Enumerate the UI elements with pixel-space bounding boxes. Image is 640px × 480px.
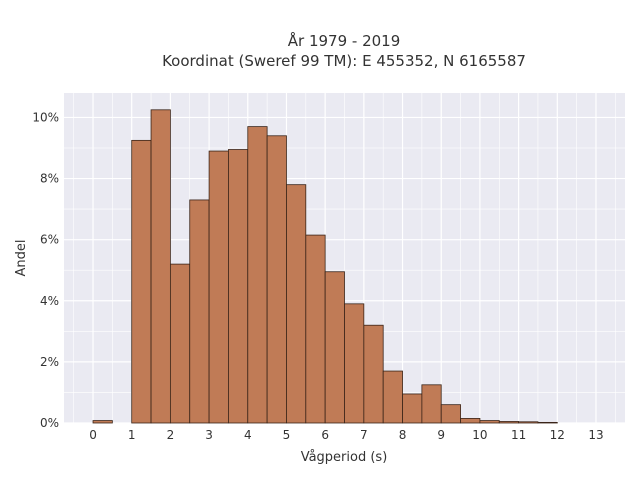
histogram-bar xyxy=(266,135,287,424)
histogram-bar xyxy=(382,370,403,424)
x-tick-label: 5 xyxy=(283,428,291,442)
histogram-bar xyxy=(131,139,152,424)
histogram-bar xyxy=(228,149,249,424)
x-tick-label: 2 xyxy=(167,428,175,442)
tick-labels: 0 1 2 3 4 5 6 7 8 9 10 11 12 130%2%4%6%8%10% xyxy=(32,110,603,442)
histogram-bar xyxy=(169,263,191,424)
histogram-bar xyxy=(537,421,558,424)
histogram-bar xyxy=(286,184,307,424)
histogram-bar xyxy=(460,418,481,424)
x-tick-label: 10 xyxy=(472,428,487,442)
x-tick-label: 1 xyxy=(128,428,136,442)
x-axis-label: Vågperiod (s) xyxy=(301,450,388,465)
histogram-bar xyxy=(208,150,229,424)
x-tick-label: 12 xyxy=(550,428,565,442)
chart-title-line-1: År 1979 - 2019 xyxy=(288,31,401,50)
histogram-bar xyxy=(518,421,539,424)
histogram-bar xyxy=(421,384,442,424)
x-tick-label: 8 xyxy=(399,428,407,442)
histogram-bar xyxy=(440,404,461,424)
y-tick-label: 10% xyxy=(32,110,59,124)
bars xyxy=(92,109,558,424)
histogram-bar xyxy=(479,420,500,424)
histogram-bar xyxy=(150,109,171,424)
y-tick-label: 6% xyxy=(40,233,59,247)
histogram-bar xyxy=(189,199,210,424)
x-tick-label: 0 xyxy=(89,428,97,442)
chart-title-line-2: Koordinat (Sweref 99 TM): E 455352, N 61… xyxy=(162,52,526,70)
histogram-bar xyxy=(498,421,520,424)
histogram-bar xyxy=(247,126,268,424)
x-tick-label: 6 xyxy=(321,428,329,442)
x-tick-label: 7 xyxy=(360,428,368,442)
histogram-bar xyxy=(344,303,365,424)
histogram-bar xyxy=(402,393,423,424)
y-tick-label: 8% xyxy=(40,172,59,186)
histogram-bar xyxy=(324,271,345,424)
histogram-bar xyxy=(92,420,113,424)
x-tick-label: 9 xyxy=(437,428,445,442)
x-tick-label: 3 xyxy=(205,428,213,442)
x-tick-label: 4 xyxy=(244,428,252,442)
x-tick-label: 11 xyxy=(511,428,526,442)
histogram-bar xyxy=(305,234,326,424)
y-tick-label: 0% xyxy=(40,416,59,430)
y-tick-label: 4% xyxy=(40,294,59,308)
y-tick-label: 2% xyxy=(40,355,59,369)
x-tick-label: 13 xyxy=(588,428,603,442)
y-axis-label: Andel xyxy=(14,240,29,277)
histogram-bar xyxy=(363,324,384,424)
